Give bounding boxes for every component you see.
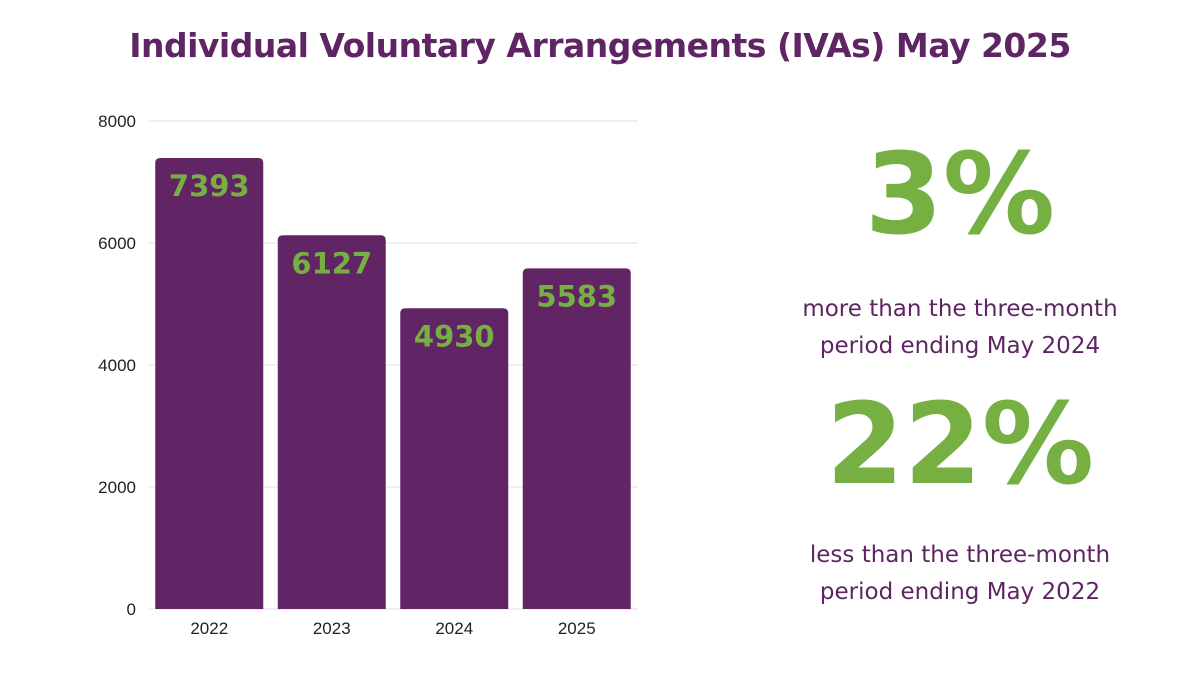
stat-caption-2: less than the three-month period ending … [760,537,1160,611]
bar-chart: 0 2000 4000 6000 8000 7393 2022 6127 2023 4930 202… [98,112,638,638]
y-tick-label: 2000 [98,478,136,497]
y-tick-label: 8000 [98,112,136,131]
bar-2024 [400,308,509,609]
stat-caption-1: more than the three-month period ending … [760,291,1160,365]
data-label: 7393 [169,169,250,203]
x-tick-label: 2023 [313,619,351,638]
y-tick-label: 0 [127,600,136,619]
data-label: 4930 [414,319,495,353]
stat-value-2: 22% [825,380,1095,510]
x-tick-label: 2024 [435,619,473,638]
data-label: 6127 [291,246,372,280]
data-label: 5583 [536,279,617,313]
bar-2025 [522,268,631,609]
stat-value-1: 3% [864,130,1056,260]
y-tick-label: 4000 [98,356,136,375]
x-tick-label: 2022 [190,619,228,638]
stat-caption-2-line2: period ending May 2022 [819,579,1101,605]
stat-caption-2-line1: less than the three-month [809,542,1111,568]
bar-2023 [277,235,386,610]
stat-caption-1-line2: period ending May 2024 [819,333,1101,359]
bar-2022 [155,158,264,610]
chart-title: Individual Voluntary Arrangements (IVAs)… [129,26,1071,65]
y-tick-label: 6000 [98,234,136,253]
stat-caption-1-line1: more than the three-month [802,296,1118,322]
x-tick-label: 2025 [558,619,596,638]
